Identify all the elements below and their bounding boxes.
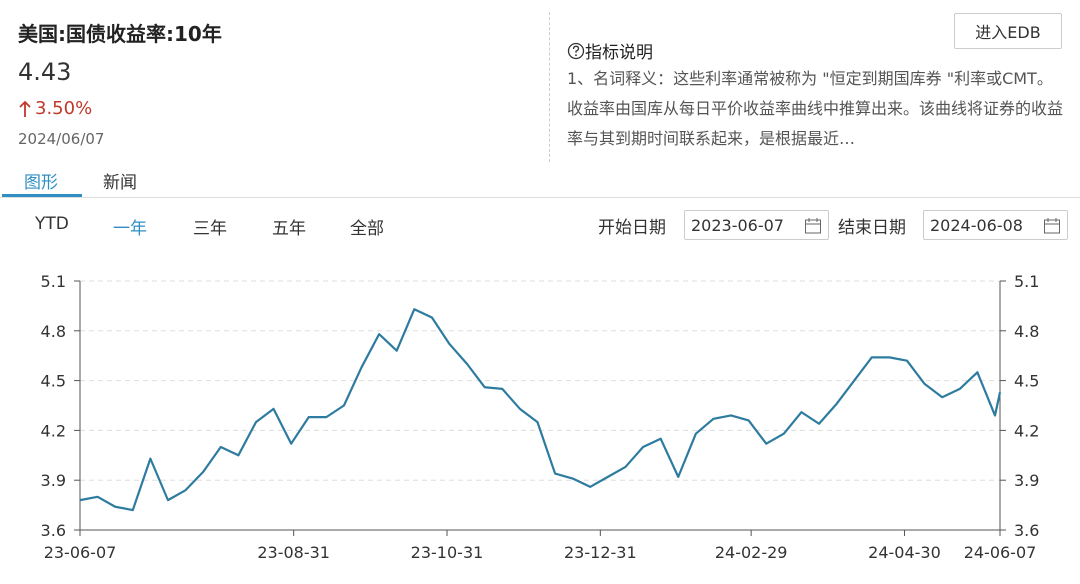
- info-text: 1、名词释义：这些利率通常被称为 "恒定到期国库券 "利率或CMT。收益率由国库…: [567, 69, 1064, 148]
- help-icon: [567, 42, 585, 59]
- divider: [549, 12, 550, 162]
- x-tick-label: 24-04-30: [868, 543, 941, 562]
- y-tick-label: 3.9: [41, 471, 66, 490]
- x-tick-label: 24-06-07: [964, 543, 1037, 562]
- y2-tick-label: 4.8: [1014, 322, 1039, 341]
- y-tick-label: 4.5: [41, 372, 66, 391]
- range-button[interactable]: 三年: [193, 219, 227, 239]
- start-input[interactable]: 2023-06-07: [684, 210, 829, 240]
- x-tick-label: 23-12-31: [564, 543, 637, 562]
- end-label: 结束日期: [838, 218, 906, 238]
- change-value: 3.50%: [35, 98, 93, 119]
- chart: 3.6 3.6 3.9 3.9 4.2 4.2 4.5 4.5 4.8 4.8 5.1 5.1 23-0…: [41, 272, 1040, 562]
- data-line: [79, 308, 1002, 512]
- range-button[interactable]: 全部: [350, 219, 384, 239]
- info-title: 指标说明: [585, 43, 653, 63]
- start-label: 开始日期: [598, 218, 666, 238]
- x-tick-label: 23-08-31: [257, 543, 330, 562]
- calendar-icon: [805, 218, 821, 234]
- range-button[interactable]: 一年: [113, 219, 147, 239]
- up-arrow-icon: [19, 100, 31, 117]
- x-tick-label: 24-02-29: [715, 543, 788, 562]
- start-date: 2023-06-07: [691, 215, 784, 235]
- latest-value: 4.43: [18, 58, 72, 86]
- end-input[interactable]: 2024-06-08: [923, 210, 1068, 240]
- y2-tick-label: 4.2: [1014, 421, 1039, 440]
- y2-tick-label: 3.9: [1014, 471, 1039, 490]
- latest-date: 2024/06/07: [18, 130, 105, 148]
- tab[interactable]: 图形: [24, 173, 58, 193]
- y2-tick-label: 3.6: [1014, 521, 1039, 540]
- end-date: 2024-06-08: [930, 215, 1023, 235]
- tab-underline: [2, 194, 82, 197]
- y-tick-label: 5.1: [41, 272, 66, 291]
- range-button[interactable]: YTD: [35, 214, 69, 234]
- y-tick-label: 3.6: [41, 521, 66, 540]
- y2-tick-label: 4.5: [1014, 372, 1039, 391]
- indicator-title: 美国:国债收益率:10年: [18, 22, 222, 46]
- edb-button[interactable]: 进入EDB: [954, 13, 1062, 49]
- info-heading: 指标说明: [567, 38, 653, 63]
- tab[interactable]: 新闻: [103, 173, 137, 193]
- y2-tick-label: 5.1: [1014, 272, 1039, 291]
- y-tick-label: 4.8: [41, 322, 66, 341]
- tab-divider: [0, 197, 1080, 198]
- calendar-icon: [1044, 218, 1060, 234]
- x-tick-label: 23-10-31: [411, 543, 484, 562]
- range-button[interactable]: 五年: [272, 219, 306, 239]
- x-tick-label: 23-06-07: [44, 543, 117, 562]
- change: 3.50%: [18, 98, 92, 119]
- y-tick-label: 4.2: [41, 421, 66, 440]
